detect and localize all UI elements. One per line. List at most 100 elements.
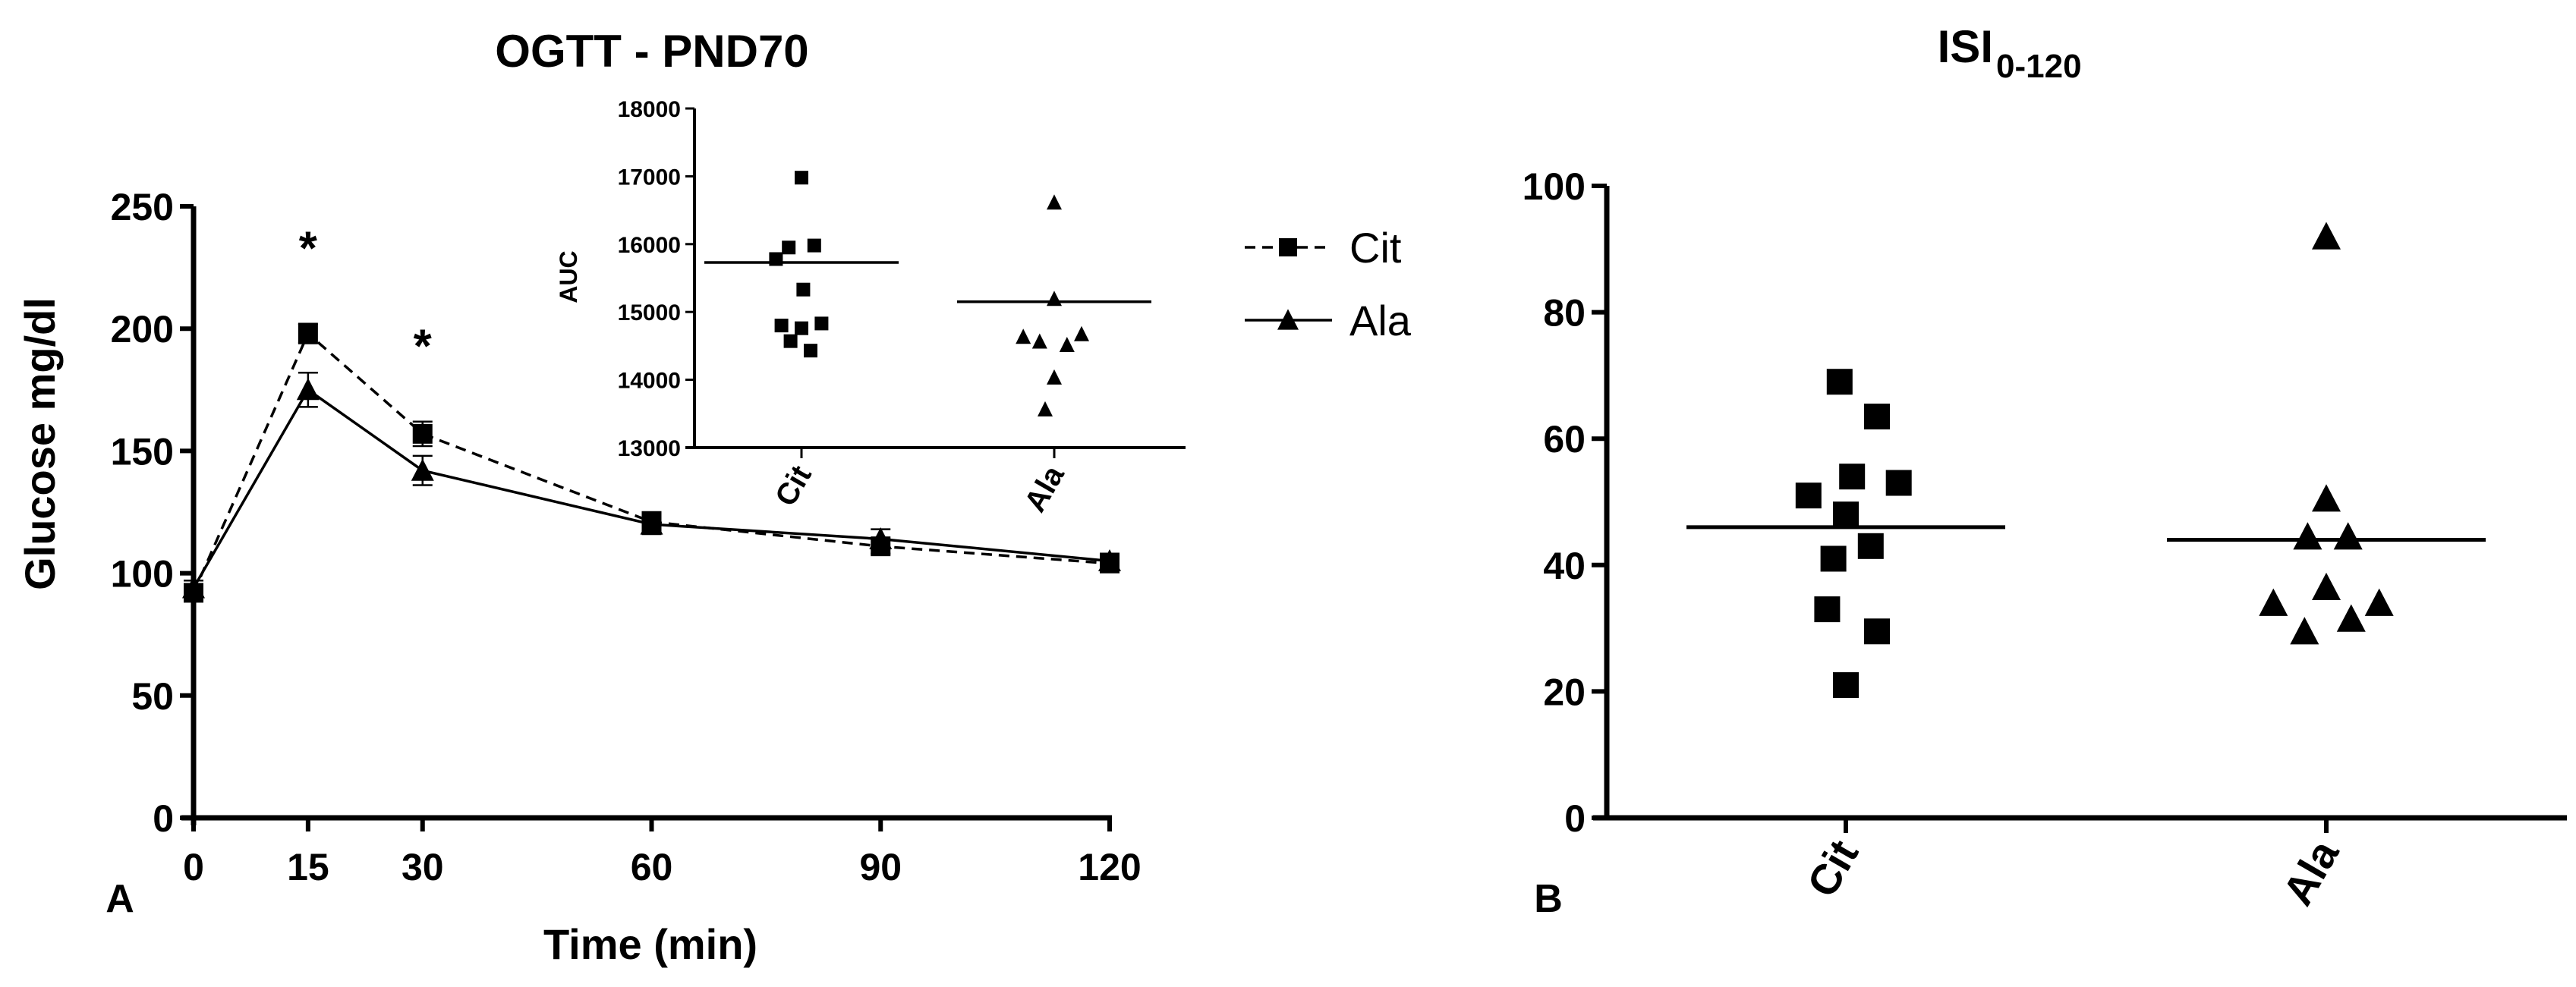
chart-a-y-tick-label: 0 bbox=[153, 797, 174, 840]
chart-a-annotations: ** bbox=[299, 222, 433, 372]
series-cit bbox=[184, 322, 1120, 603]
inset-data-point bbox=[795, 321, 808, 335]
chart-b-data-point bbox=[2333, 522, 2363, 550]
chart-a-x-tick-label: 90 bbox=[859, 846, 902, 888]
inset-data-point bbox=[1047, 194, 1062, 210]
chart-b-data-point bbox=[2312, 484, 2341, 512]
inset-y-tick-label: 17000 bbox=[618, 165, 681, 190]
significance-marker: * bbox=[414, 320, 433, 372]
chart-b-y-tick-label: 60 bbox=[1543, 418, 1586, 460]
chart-b-points bbox=[1686, 222, 2486, 699]
significance-marker: * bbox=[299, 222, 318, 275]
legend-label: Ala bbox=[1349, 297, 1412, 344]
chart-a-legend: Cit Ala bbox=[1245, 224, 1412, 344]
chart-b-data-point bbox=[2312, 572, 2341, 601]
inset-group-cit bbox=[704, 171, 899, 358]
chart-b-data-point bbox=[1833, 672, 1859, 699]
inset-data-point bbox=[783, 334, 798, 348]
inset-y-tick-label: 18000 bbox=[618, 97, 681, 122]
chart-b-y-tick-label: 0 bbox=[1564, 797, 1586, 840]
chart-b-data-point bbox=[1864, 404, 1890, 430]
inset-y-tick-label: 15000 bbox=[618, 300, 681, 325]
inset-axes: 13000 14000 15000 16000 17000 18000 Cit Ala bbox=[618, 97, 1186, 517]
chart-a-axes: 0 50 100 150 200 250 0 15 30 60 90 120 bbox=[111, 186, 1142, 888]
chart-b-data-point bbox=[1885, 470, 1912, 496]
inset-auc-chart: AUC 13000 14000 15000 16000 17000 18000 Cit Ala bbox=[555, 97, 1186, 517]
chart-b-data-point bbox=[2290, 617, 2319, 645]
inset-x-tick-label: Cit bbox=[769, 460, 818, 512]
chart-b-data-point bbox=[1814, 596, 1841, 623]
panel-b-label: B bbox=[1534, 877, 1563, 921]
inset-data-point bbox=[804, 344, 817, 358]
inset-data-point bbox=[1047, 369, 1062, 385]
chart-b-x-tick-label: Ala bbox=[2273, 831, 2348, 913]
chart-a-x-axis-label: Time (min) bbox=[543, 920, 757, 968]
chart-a-y-tick-label: 50 bbox=[131, 675, 174, 718]
chart-a-x-tick-label: 15 bbox=[287, 846, 329, 888]
chart-b-group-cit bbox=[1686, 369, 2005, 699]
inset-data-point bbox=[1038, 401, 1053, 416]
chart-b-data-point bbox=[1839, 464, 1866, 490]
data-point-ala bbox=[411, 458, 434, 481]
inset-x-tick-label: Ala bbox=[1019, 460, 1072, 518]
chart-b-data-point bbox=[2259, 588, 2288, 616]
data-point-ala bbox=[869, 527, 893, 549]
inset-data-point bbox=[796, 282, 811, 297]
series-ala bbox=[182, 371, 1121, 599]
panel-a-label: A bbox=[105, 877, 134, 921]
legend-entry-ala: Ala bbox=[1245, 297, 1412, 344]
inset-group-ala bbox=[957, 194, 1151, 416]
inset-data-point bbox=[1047, 291, 1062, 306]
chart-b-data-point bbox=[1826, 369, 1853, 395]
inset-data-point bbox=[1074, 325, 1089, 341]
inset-y-tick-label: 13000 bbox=[618, 436, 681, 461]
legend-marker bbox=[1279, 238, 1297, 256]
panel-a-ogtt-chart: OGTT - PND70 A Time (min) Glucose mg/dl … bbox=[16, 26, 1412, 968]
inset-points bbox=[704, 171, 1151, 416]
inset-data-point bbox=[769, 252, 783, 266]
chart-b-data-point bbox=[1864, 618, 1890, 645]
chart-a-y-tick-label: 250 bbox=[111, 186, 174, 228]
chart-a-title: OGTT - PND70 bbox=[495, 26, 808, 77]
chart-b-data-point bbox=[1857, 533, 1884, 559]
inset-data-point bbox=[1031, 333, 1047, 349]
chart-a-x-tick-label: 120 bbox=[1078, 846, 1141, 888]
chart-a-y-tick-label: 150 bbox=[111, 430, 174, 473]
chart-a-series bbox=[182, 322, 1121, 603]
chart-a-x-tick-label: 0 bbox=[183, 846, 204, 888]
chart-b-title: ISI bbox=[1938, 21, 1993, 72]
legend-marker bbox=[1277, 309, 1299, 330]
chart-b-y-tick-label: 20 bbox=[1543, 671, 1586, 713]
chart-a-y-tick-label: 100 bbox=[111, 553, 174, 596]
chart-b-x-tick-label: Cit bbox=[1798, 832, 1868, 905]
chart-a-x-tick-label: 30 bbox=[402, 846, 444, 888]
inset-data-point bbox=[782, 240, 796, 255]
inset-data-point bbox=[774, 319, 789, 333]
chart-b-group-ala bbox=[2167, 222, 2486, 645]
legend-entry-cit: Cit bbox=[1245, 224, 1402, 272]
inset-y-axis-label: AUC bbox=[555, 250, 582, 303]
series-line-cit bbox=[192, 331, 1110, 594]
chart-b-data-point bbox=[1820, 545, 1847, 572]
inset-data-point bbox=[807, 238, 821, 253]
chart-b-title-subscript: 0-120 bbox=[1996, 48, 2082, 85]
data-point-ala bbox=[182, 576, 205, 599]
series-line-ala bbox=[192, 388, 1110, 589]
data-point-ala bbox=[296, 378, 320, 401]
data-point-cit bbox=[298, 323, 318, 344]
inset-data-point bbox=[814, 316, 829, 331]
chart-a-x-tick-label: 60 bbox=[631, 846, 673, 888]
chart-a-y-tick-label: 200 bbox=[111, 308, 174, 350]
inset-y-tick-label: 16000 bbox=[618, 233, 681, 258]
chart-b-data-point bbox=[2293, 522, 2322, 550]
panel-b-isi-chart: ISI 0-120 B 0 20 40 60 80 100 Cit Ala bbox=[1523, 21, 2567, 921]
legend-label: Cit bbox=[1349, 224, 1402, 272]
chart-a-y-axis-label: Glucose mg/dl bbox=[16, 297, 64, 590]
chart-b-y-tick-label: 80 bbox=[1543, 292, 1586, 335]
data-point-cit bbox=[412, 423, 433, 444]
inset-data-point bbox=[795, 171, 808, 185]
chart-b-y-tick-label: 40 bbox=[1543, 545, 1586, 587]
chart-b-data-point bbox=[2336, 604, 2366, 632]
chart-b-y-tick-label: 100 bbox=[1523, 165, 1586, 208]
data-point-ala bbox=[640, 512, 663, 535]
